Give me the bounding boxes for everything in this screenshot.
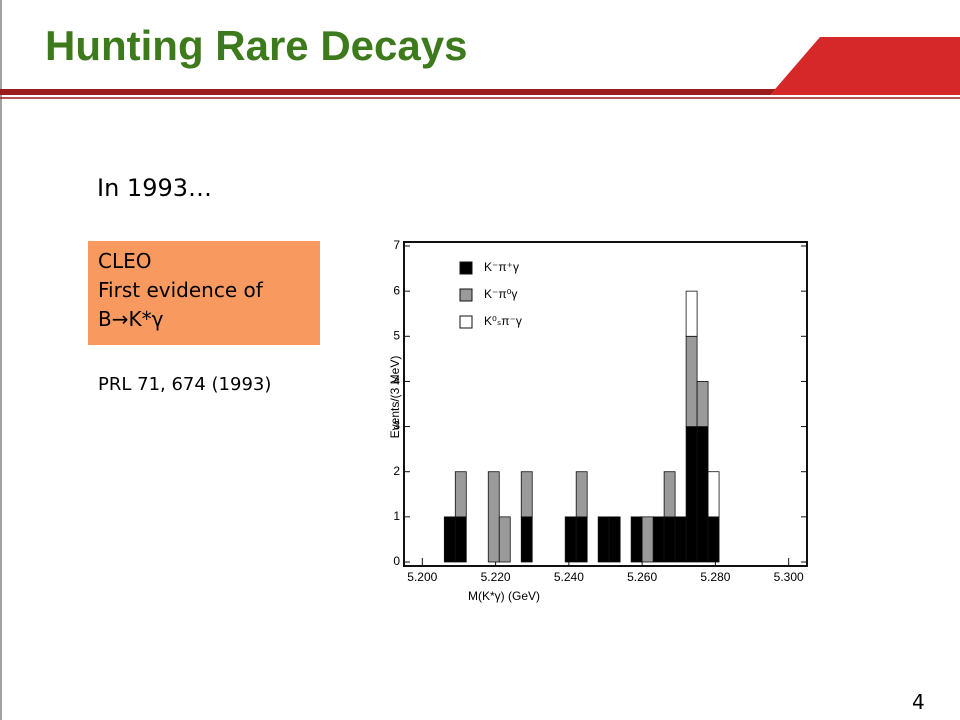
bar — [641, 516, 654, 563]
x-tick-label: 5.240 — [554, 570, 584, 584]
y-tick-label: 6 — [393, 283, 400, 297]
bar — [575, 516, 588, 563]
bar — [520, 471, 533, 518]
chart: Events/(3 MeV) M(K*γ) (GeV) 0 1 2 3 4 5 6 7 5.20… — [382, 232, 822, 617]
plot-frame — [403, 241, 808, 567]
y-tick-label: 1 — [393, 509, 400, 523]
y-axis-label: Events/(3 MeV) — [388, 356, 402, 439]
y-tick-label: 4 — [393, 374, 400, 388]
x-axis-label: M(K*γ) (GeV) — [468, 589, 540, 603]
x-tick-label: 5.220 — [481, 570, 511, 584]
legend-label: K⁻π⁺γ — [484, 260, 519, 274]
bar — [652, 516, 665, 563]
y-tick-label: 2 — [393, 464, 400, 478]
x-tick-label: 5.300 — [774, 570, 804, 584]
bar — [454, 471, 467, 518]
x-tick-label: 5.200 — [407, 570, 437, 584]
legend-swatch — [459, 315, 473, 329]
bar — [498, 516, 511, 563]
bar — [663, 516, 676, 563]
intro: In 1993… — [97, 174, 212, 202]
page-number: 4 — [912, 690, 925, 714]
legend-swatch — [459, 261, 473, 275]
y-tick-label: 5 — [393, 328, 400, 342]
box-line: B→K*γ — [98, 307, 164, 331]
bar — [608, 516, 621, 563]
bar — [685, 426, 698, 563]
bar — [597, 516, 610, 563]
legend-label: K⁰ₛπ⁻γ — [484, 314, 522, 328]
y-tick-label: 7 — [393, 238, 400, 252]
bar — [707, 516, 720, 563]
legend-swatch — [459, 288, 473, 302]
bar — [707, 471, 720, 518]
x-tick-label: 5.260 — [627, 570, 657, 584]
bar — [487, 471, 500, 563]
bar — [685, 335, 698, 427]
bar — [696, 426, 709, 563]
bar — [443, 516, 456, 563]
y-tick-label: 0 — [393, 554, 400, 568]
bar — [663, 471, 676, 518]
box-line: CLEO — [98, 249, 152, 273]
bar — [454, 516, 467, 563]
box-line: First evidence of — [98, 278, 263, 302]
reference: PRL 71, 674 (1993) — [98, 374, 272, 395]
title: Hunting Rare Decays — [45, 22, 468, 69]
bar — [674, 516, 687, 563]
bar — [575, 471, 588, 518]
bar — [696, 381, 709, 427]
bar — [564, 516, 577, 563]
bar — [630, 516, 643, 563]
y-tick-label: 3 — [393, 419, 400, 433]
legend-label: K⁻π⁰γ — [484, 287, 517, 301]
highlight-box: CLEO First evidence of B→K*γ — [88, 241, 320, 345]
bar — [685, 290, 698, 337]
bar — [520, 516, 533, 563]
x-tick-label: 5.280 — [700, 570, 730, 584]
